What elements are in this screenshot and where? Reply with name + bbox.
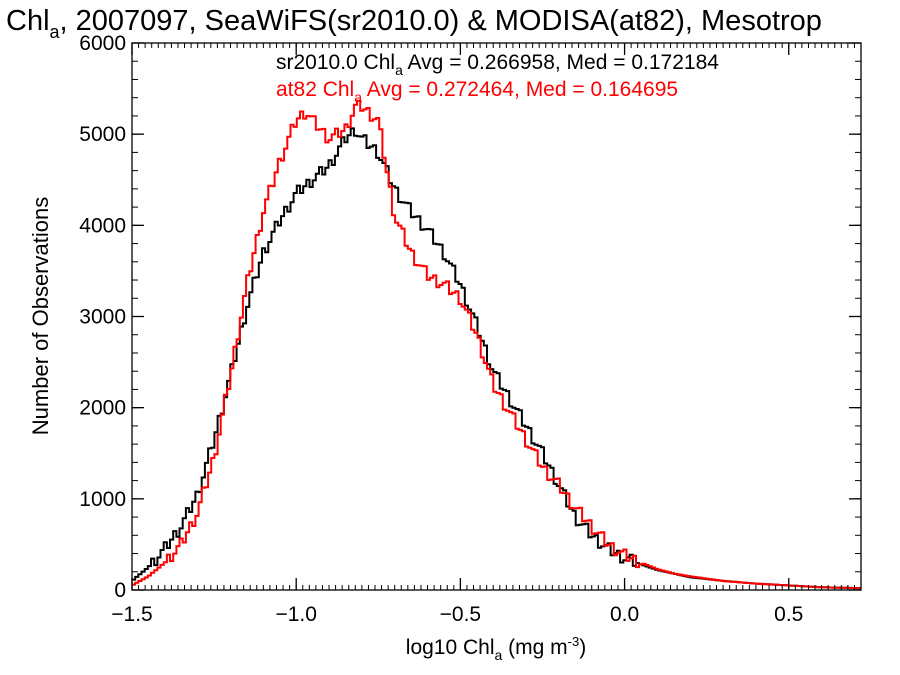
x-axis-label-superscript: -3	[568, 634, 580, 649]
x-tick-label: 0.0	[610, 603, 639, 626]
y-tick-label: 5000	[79, 123, 126, 146]
y-tick-label: 1000	[79, 488, 126, 511]
x-tick-label: −0.5	[440, 603, 481, 626]
stats-annotation: sr2010.0 Chla Avg = 0.266958, Med = 0.17…	[276, 51, 719, 78]
y-tick-label: 6000	[79, 32, 126, 55]
x-axis-label-subscript: a	[495, 647, 503, 663]
y-tick-label: 3000	[79, 306, 126, 329]
chart-title-main: Chl	[6, 5, 50, 37]
y-tick-label: 4000	[79, 214, 126, 237]
legend-annotations: sr2010.0 Chla Avg = 0.266958, Med = 0.17…	[276, 51, 719, 105]
x-tick-label: 0.5	[774, 603, 803, 626]
x-axis-label: log10 Chla (mg m-3)	[406, 634, 586, 663]
stats-annotation-post: Avg = 0.272464, Med = 0.164695	[362, 78, 678, 101]
stats-annotation-pre: at82 Chl	[276, 78, 354, 101]
stats-annotation-subscript: a	[395, 62, 403, 78]
plot-series	[132, 99, 861, 590]
chart-title-subscript: a	[50, 22, 61, 42]
stats-annotation-subscript: a	[354, 89, 362, 105]
y-tick-label: 0	[114, 579, 126, 602]
x-axis-label-pre: log10 Chl	[406, 636, 495, 659]
stats-annotation-post: Avg = 0.266958, Med = 0.172184	[403, 51, 719, 74]
y-axis-label: Number of Observations	[28, 197, 53, 435]
stats-annotation: at82 Chla Avg = 0.272464, Med = 0.164695	[276, 78, 678, 105]
x-tick-label: −1.0	[275, 603, 316, 626]
axis-ticks: −1.5 −1.0 −0.5 0.0 0.5 0 1000 2000 3000 4000 5000 6…	[79, 32, 862, 626]
x-axis-label-post: )	[579, 636, 586, 659]
y-tick-label: 2000	[79, 397, 126, 420]
chart-title: Chla, 2007097, SeaWiFS(sr2010.0) & MODIS…	[6, 5, 822, 42]
x-tick-label: −1.5	[111, 603, 152, 626]
plot-area-frame	[131, 42, 862, 591]
series-line-at82	[132, 99, 861, 590]
stats-annotation-pre: sr2010.0 Chl	[276, 51, 395, 74]
x-axis-label-mid: (mg m	[502, 636, 567, 659]
chart-title-rest: , 2007097, SeaWiFS(sr2010.0) & MODISA(at…	[60, 5, 822, 37]
